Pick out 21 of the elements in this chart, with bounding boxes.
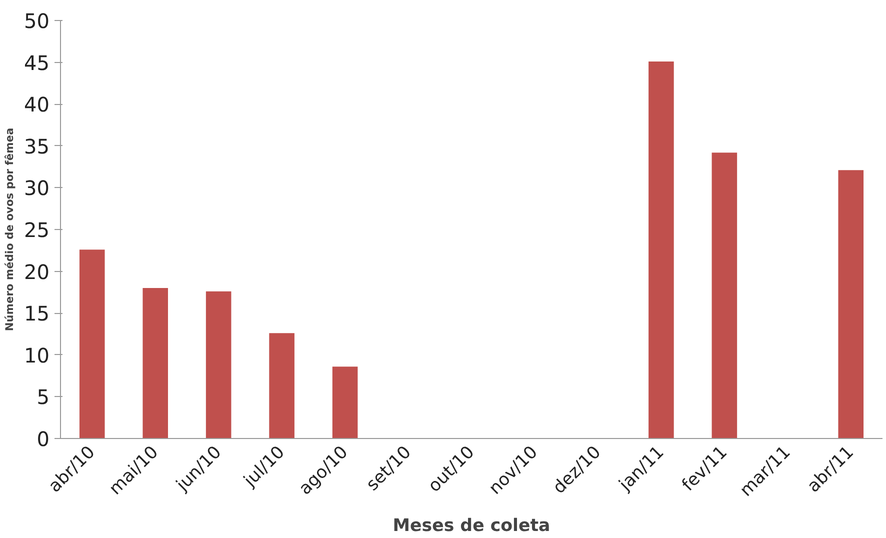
bar xyxy=(142,288,168,438)
y-tick-label: 25 xyxy=(24,218,50,242)
bar xyxy=(648,61,674,438)
y-tick-label: 15 xyxy=(24,302,50,326)
y-tick-label: 45 xyxy=(24,50,50,75)
bar xyxy=(206,291,232,438)
y-tick-label: 35 xyxy=(24,134,50,158)
x-axis-title: Meses de coleta xyxy=(392,516,550,536)
y-tick-label: 20 xyxy=(24,260,50,284)
y-tick-label: 40 xyxy=(24,92,50,117)
bar xyxy=(332,366,358,438)
bar xyxy=(79,250,105,438)
y-tick-label: 50 xyxy=(24,9,50,33)
y-axis-title: Número médio de ovos por fêmea xyxy=(3,128,16,332)
bar xyxy=(269,333,294,438)
y-tick-label: 0 xyxy=(36,427,50,451)
bar xyxy=(838,170,864,438)
y-tick-label: 5 xyxy=(36,385,50,410)
y-tick-label: 30 xyxy=(24,176,50,200)
y-tick-label: 10 xyxy=(24,343,50,368)
bar xyxy=(712,152,738,438)
